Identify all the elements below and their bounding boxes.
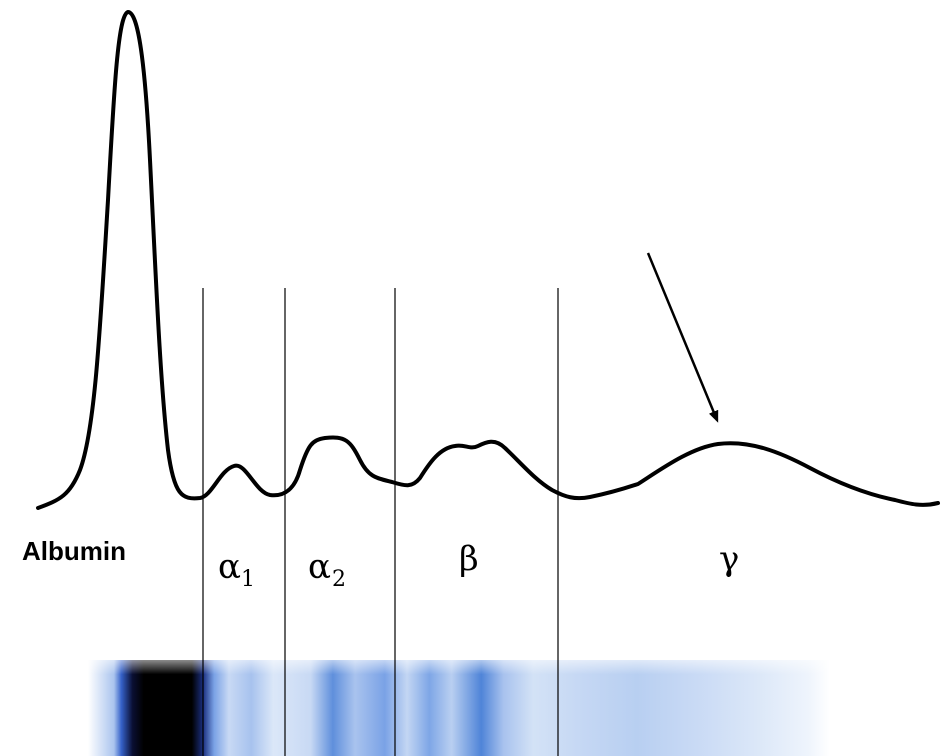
label-beta: β [459,539,479,579]
label-alpha2: α 2 [308,547,346,592]
densitometry-curve [36,10,940,510]
gel-top-fade [88,660,830,756]
label-alpha1-subscript: 1 [241,567,255,592]
label-alpha1: α 1 [218,547,255,592]
fraction-dividers [202,288,559,756]
arrow-down-right-icon [646,252,719,423]
gel-strip [88,660,830,756]
label-gamma: γ [719,539,739,579]
label-alpha1-symbol: α [218,547,241,587]
label-alpha2-subscript: 2 [332,567,346,592]
label-albumin: Albumin [22,536,126,566]
label-alpha2-symbol: α [308,547,331,587]
